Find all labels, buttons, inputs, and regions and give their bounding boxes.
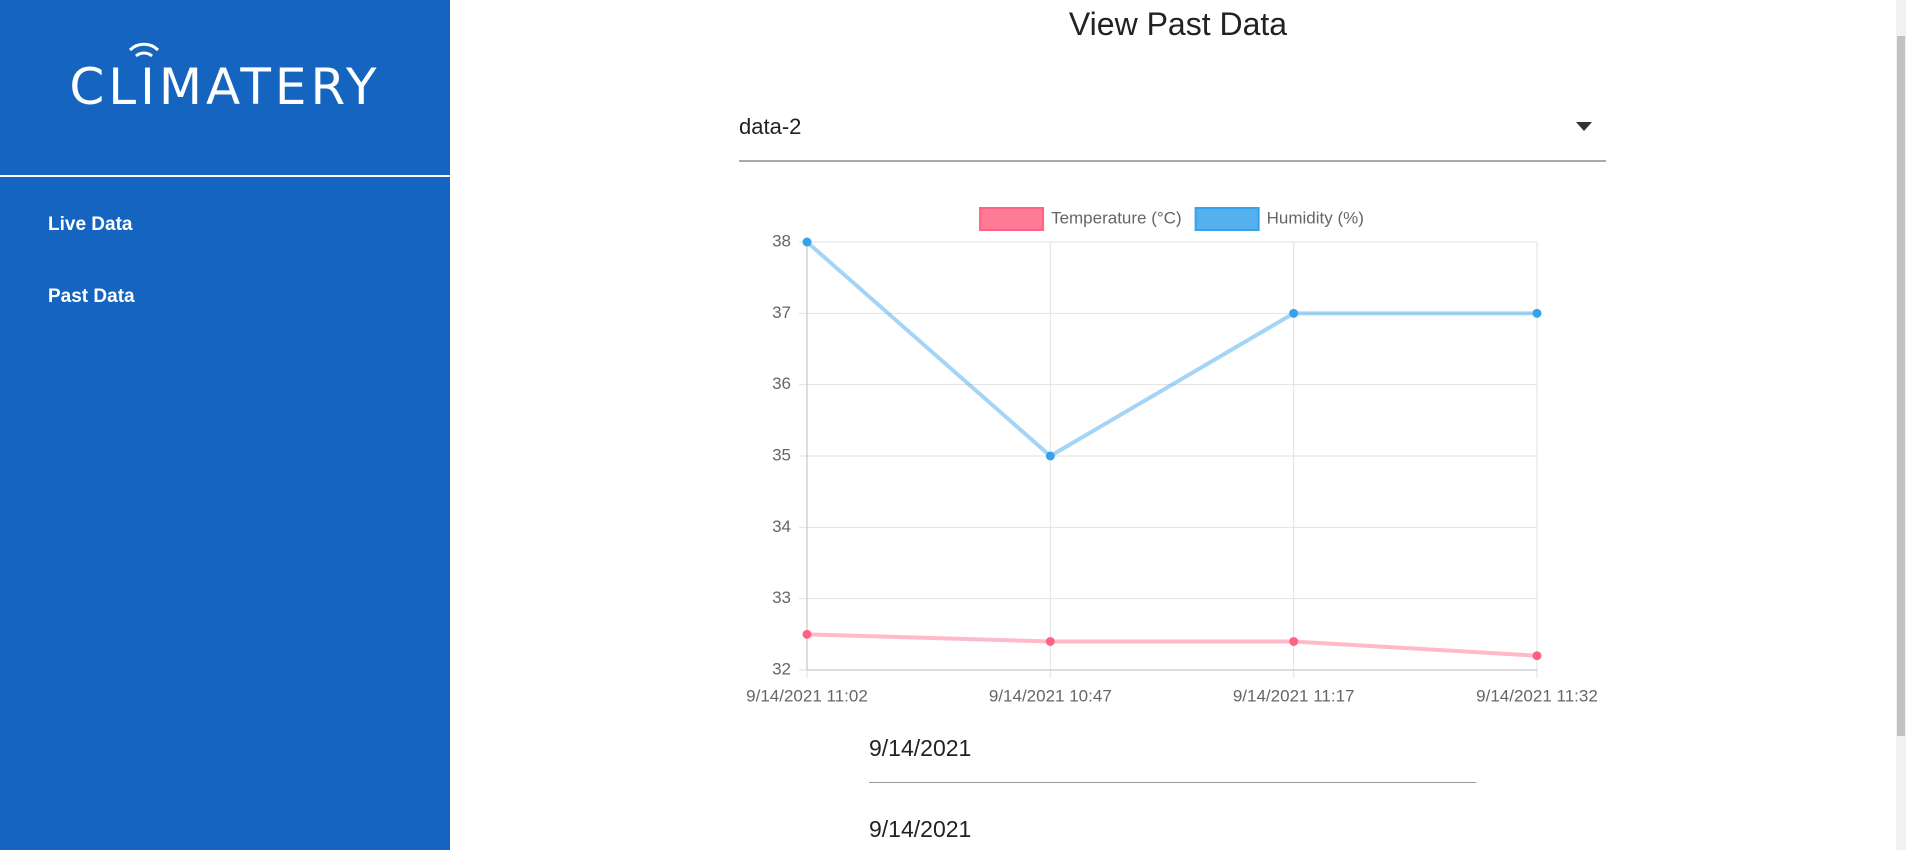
data-point [1532, 651, 1542, 661]
y-tick-label: 35 [772, 445, 791, 464]
data-point [802, 629, 812, 639]
y-tick-label: 36 [772, 374, 791, 393]
data-point [1045, 451, 1055, 461]
dropdown-arrow [1576, 122, 1592, 131]
scrollbar[interactable] [1896, 0, 1906, 850]
data-point [1289, 308, 1299, 318]
divider [0, 175, 450, 177]
legend-swatch [979, 207, 1045, 231]
nav-link[interactable]: Live Data [48, 214, 133, 235]
legend-label: Temperature (°C) [1051, 208, 1182, 227]
sidebar: CLIMATERY Live Data Past Data [0, 0, 450, 850]
legend-label: Humidity (%) [1267, 208, 1364, 227]
y-tick-label: 37 [772, 303, 791, 322]
y-tick-label: 34 [772, 517, 791, 536]
x-tick-label: 9/14/2021 10:47 [989, 686, 1112, 705]
logo-icon [128, 42, 160, 58]
data-point [1289, 636, 1299, 646]
page-title: View Past Data [1068, 6, 1288, 42]
x-tick-label: 9/14/2021 11:17 [1233, 686, 1355, 705]
date-field[interactable]: 9/14/2021 [869, 735, 972, 761]
date-underline [869, 782, 1476, 783]
chart: 32 33 34 35 36 37 38 9/14/2021 11:02 9/14/2021 1… [746, 207, 1598, 705]
scrollbar-thumb[interactable] [1897, 36, 1905, 736]
select-value: data-2 [739, 114, 802, 139]
logo: CLIMATERY [69, 58, 381, 116]
x-tick-label: 9/14/2021 11:32 [1476, 686, 1598, 705]
data-line [806, 632, 1538, 658]
nav-link[interactable]: Past Data [48, 286, 135, 307]
date-field[interactable]: 9/14/2021 [869, 816, 972, 842]
y-tick-label: 32 [772, 659, 791, 678]
dataset-select[interactable]: data-2 [739, 110, 1606, 162]
x-tick-label: 9/14/2021 11:02 [746, 686, 868, 705]
y-tick-label: 38 [772, 231, 791, 250]
data-line [805, 240, 1537, 459]
y-tick-label: 33 [772, 588, 791, 607]
data-point [802, 237, 812, 247]
legend-swatch [1194, 207, 1260, 231]
data-point [1532, 308, 1542, 318]
data-point [1045, 636, 1055, 646]
